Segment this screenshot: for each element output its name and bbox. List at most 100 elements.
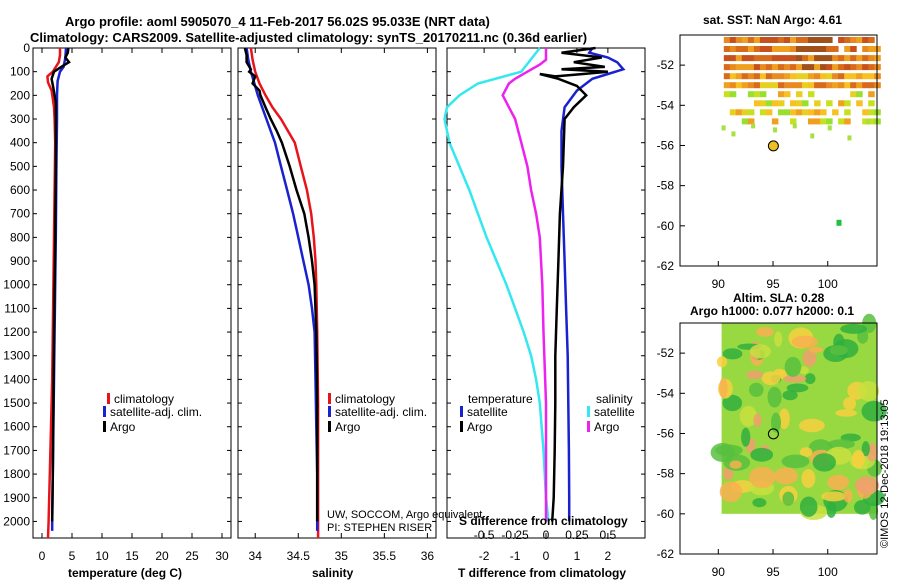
sst-cell xyxy=(778,91,785,98)
depth-tick-label: 700 xyxy=(10,207,30,221)
sst-cell xyxy=(765,64,773,71)
sst-cell xyxy=(723,55,731,62)
sst-cell xyxy=(784,64,791,71)
sla-blob xyxy=(723,466,734,481)
sst-cell xyxy=(826,37,833,43)
map-y-tick-label: -54 xyxy=(657,98,675,112)
diff-legend-title-salinity: salinity xyxy=(596,392,633,406)
sst-cell xyxy=(808,82,815,89)
sst-cell xyxy=(802,55,809,62)
series-line-satellite-adj-clim- xyxy=(245,47,319,531)
sst-cell xyxy=(802,46,809,52)
sla-blob xyxy=(829,345,848,356)
sst-cell xyxy=(808,37,815,43)
x-tick-label: 20 xyxy=(155,549,169,563)
sst-cell xyxy=(747,64,755,71)
sst-cell xyxy=(778,37,785,43)
diff-legend-swatch-t-argo xyxy=(460,421,463,432)
sst-cell xyxy=(796,37,803,43)
sst-cell xyxy=(832,109,839,116)
sst-cell xyxy=(838,64,845,71)
sst-cell xyxy=(874,73,881,80)
map-x-tick-label: 95 xyxy=(766,565,780,579)
sla-blob xyxy=(843,489,853,503)
salinity-panel-frame xyxy=(237,47,437,539)
x-tick-label: 0 xyxy=(39,549,46,563)
sst-cell xyxy=(778,109,785,116)
depth-axis: 0 100 200 300 400 500 600 700 800 900 1000 1100 1200… xyxy=(3,41,645,528)
series-line-t-argo xyxy=(539,46,609,522)
sst-cell xyxy=(832,55,839,62)
sla-blob xyxy=(761,371,781,386)
sst-cell xyxy=(820,64,827,71)
sst-cell xyxy=(723,46,731,52)
sst-cell xyxy=(765,37,773,43)
sst-cell xyxy=(796,55,803,62)
sla-blob xyxy=(774,331,783,347)
sst-cell xyxy=(773,127,778,133)
map-x-tick-label: 90 xyxy=(712,565,726,579)
salinity-panel: 34 34.5 35 35.5 36 xyxy=(237,47,437,563)
sst-cell xyxy=(741,55,749,62)
sla-blob xyxy=(719,481,743,503)
map-y-tick-label: -52 xyxy=(657,346,675,360)
sst-cell xyxy=(731,131,736,137)
sst-cell xyxy=(723,37,731,43)
sst-cell xyxy=(802,82,809,89)
diff-legend-label-s-satellite: satellite xyxy=(594,405,635,419)
sla-blob xyxy=(861,400,887,422)
sst-cell xyxy=(796,100,803,107)
series-line-t-satellite xyxy=(560,47,626,522)
sla-blob xyxy=(808,346,824,353)
sst-cell xyxy=(814,37,821,43)
sst-cell xyxy=(838,118,845,125)
sst-cell xyxy=(790,37,797,43)
sst-cell xyxy=(747,91,755,98)
depth-tick-label: 2000 xyxy=(3,514,30,528)
sst-cell xyxy=(808,64,815,71)
legend-swatch-climatology xyxy=(107,393,110,404)
map-y-tick-label: -62 xyxy=(657,259,675,273)
sst-cell xyxy=(747,73,755,80)
sst-cell xyxy=(850,37,857,43)
sla-blob xyxy=(799,418,825,433)
sst-cell xyxy=(838,55,845,62)
sst-cell xyxy=(862,64,869,71)
sst-cell xyxy=(844,46,851,52)
sst-cell xyxy=(759,55,767,62)
depth-tick-label: 1400 xyxy=(3,372,30,386)
depth-tick-label: 200 xyxy=(10,88,30,102)
sst-cell xyxy=(751,123,756,129)
sst-cell xyxy=(796,82,803,89)
sst-cell xyxy=(810,133,815,139)
map-y-tick-label: -56 xyxy=(657,138,675,152)
sst-cell xyxy=(868,91,875,98)
sst-cell xyxy=(868,37,875,43)
depth-tick-label: 1800 xyxy=(3,467,30,481)
sst-cell xyxy=(747,37,755,43)
sst-cell xyxy=(741,73,749,80)
sst-cell xyxy=(874,118,881,125)
sst-cell xyxy=(790,73,797,80)
map-y-tick-label: -58 xyxy=(657,179,675,193)
sst-cell xyxy=(790,82,797,89)
s-diff-tick-label: 0.5 xyxy=(600,528,617,542)
sst-cell xyxy=(784,37,791,43)
sst-cell xyxy=(856,37,863,43)
depth-tick-label: 800 xyxy=(10,230,30,244)
sla-blob xyxy=(835,409,857,417)
series-line-s-argo xyxy=(501,48,548,522)
sst-cell xyxy=(814,46,821,52)
sla-map: -52 -54 -56 -58 -60 -62 90 95 100 xyxy=(657,313,887,579)
sla-blob xyxy=(852,449,865,469)
map-y-tick-label: -54 xyxy=(657,386,675,400)
s-diff-tick-label: -0.5 xyxy=(474,528,495,542)
sst-cell xyxy=(832,64,839,71)
sal-legend-swatch-argo xyxy=(328,421,331,432)
sla-blob xyxy=(716,356,728,368)
sst-cell xyxy=(792,123,797,129)
sst-cell xyxy=(826,73,833,80)
t-difference-axis-label: T difference from climatology xyxy=(458,566,626,580)
sst-cell xyxy=(820,37,827,43)
